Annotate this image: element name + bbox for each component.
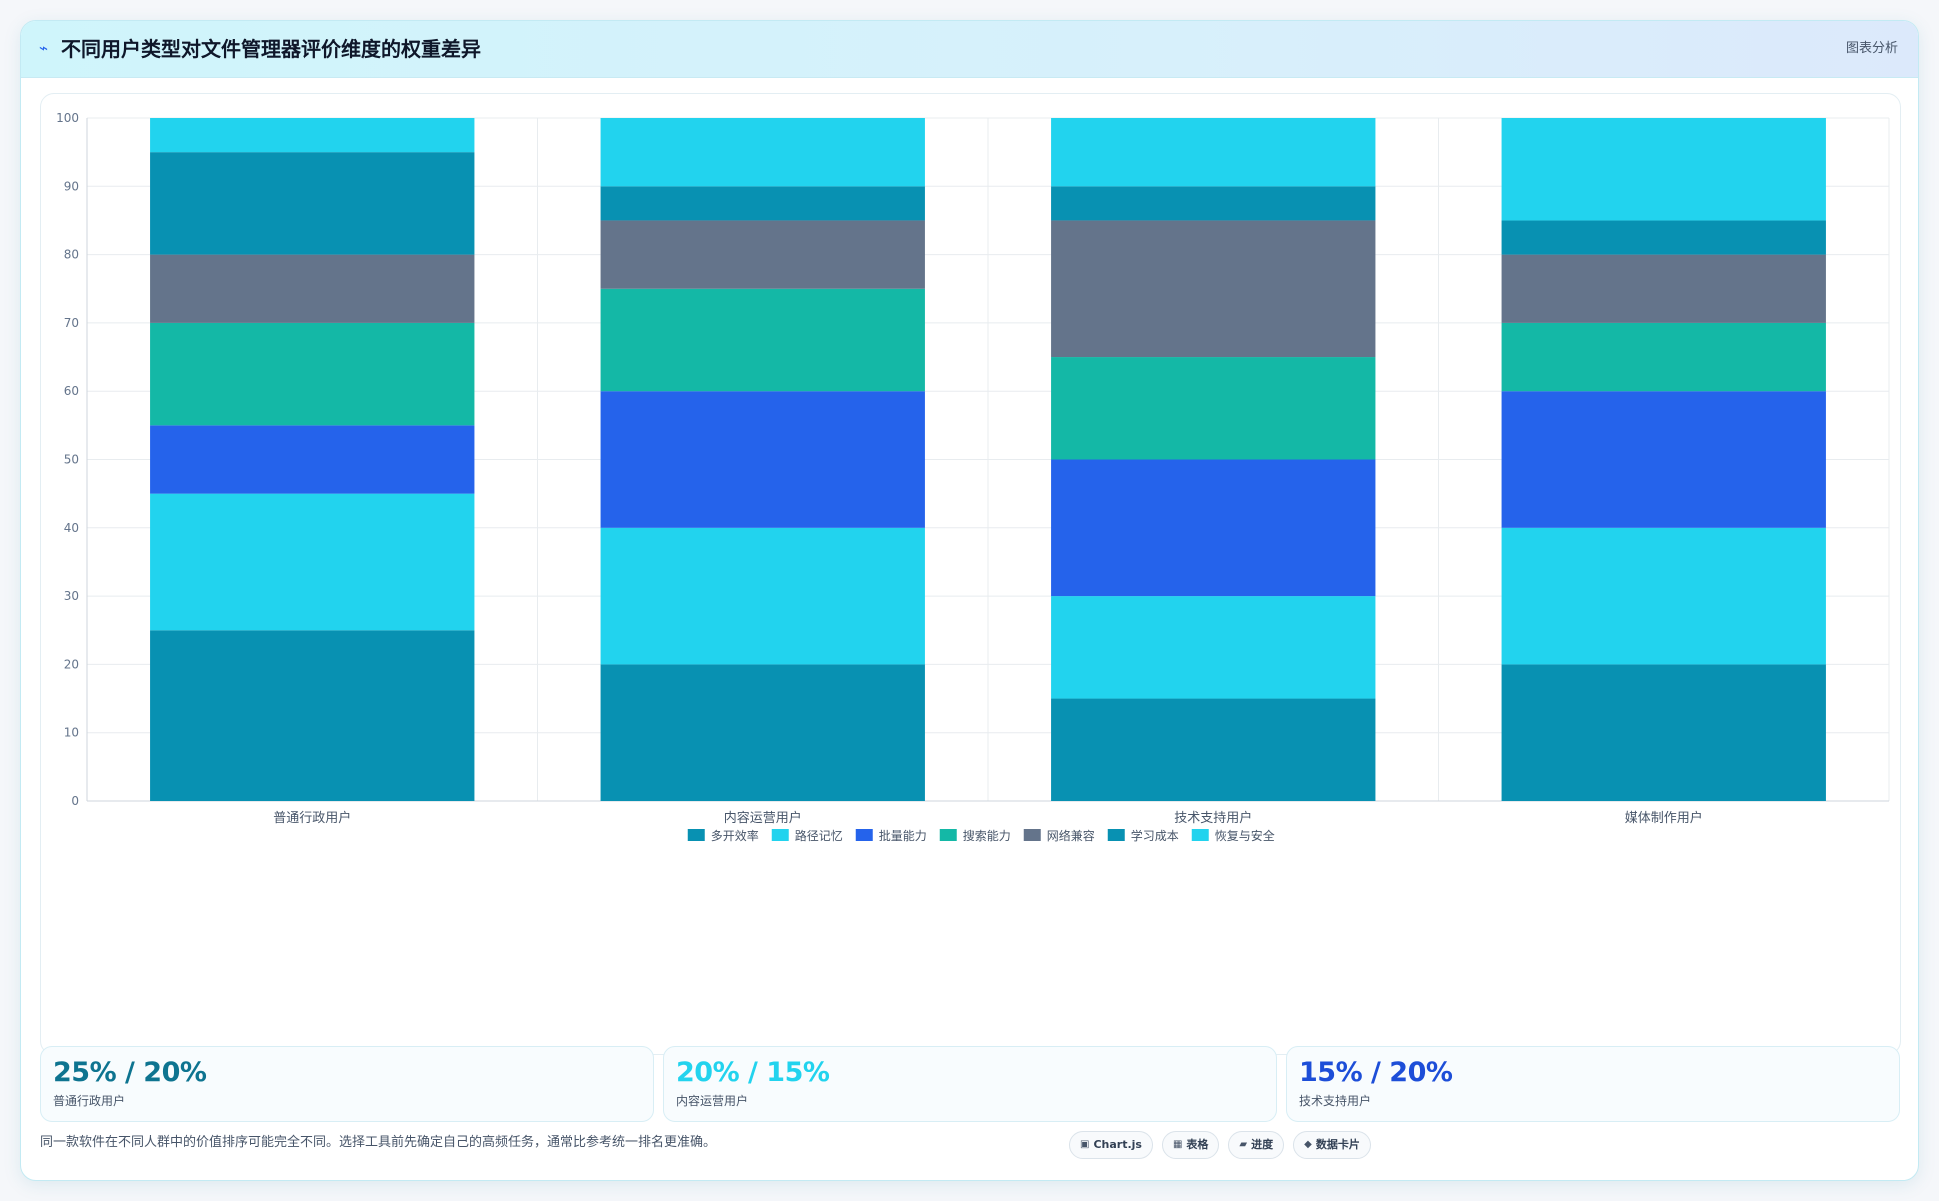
stat-label: 内容运营用户 [676,1094,749,1108]
legend-label: 批量能力 [879,828,927,843]
stacked-bar-chart: 0 10 20 30 40 50 60 70 80 90 100 普通行政用户 内容运营用户 技术支持用户… [56,111,1890,843]
stat-cards: 25% / 20% 普通行政用户 20% / 15% 内容运营用户 15% / … [40,1046,1900,1122]
header-right-label: 图表分析 [1845,41,1898,56]
y-tick-label: 60 [64,384,79,398]
x-tick-label: 技术支持用户 [1174,810,1252,826]
stat-label: 普通行政用户 [53,1094,126,1108]
bar-segment [1051,596,1376,699]
bar-segment [600,288,925,392]
y-tick-label: 70 [64,316,79,330]
chip-label: 数据卡片 [1315,1138,1360,1151]
chart-container: 0 10 20 30 40 50 60 70 80 90 100 普通行政用户 内容运营用户 技术支持用户… [40,93,1901,1055]
chart-card: ⌁ 不同用户类型对文件管理器评价维度的权重差异 图表分析 0 10 20 30 40 50… [20,20,1919,1181]
y-tick-label: 30 [64,589,79,603]
stat-value: 25% / 20% [53,1057,207,1088]
bar-segment [1051,220,1376,358]
stat-card: 20% / 15% 内容运营用户 [663,1046,1277,1122]
bar-segment [150,254,475,323]
bar-segment [1501,220,1826,255]
bar-segment [1501,118,1826,221]
legend-label: 学习成本 [1131,828,1179,843]
legend-swatch [771,829,789,841]
table-icon: ▦ [1172,1139,1183,1150]
legend-swatch [1191,829,1209,841]
bar-segment [1501,391,1826,528]
legend-label: 恢复与安全 [1215,828,1275,843]
bar-segment [600,664,925,801]
bar-segment [1051,118,1376,187]
stat-card: 15% / 20% 技术支持用户 [1286,1046,1900,1122]
y-tick-label: 20 [64,657,79,671]
bar-segment [1051,357,1376,460]
y-tick-label: 40 [64,521,79,535]
chart-line-icon: ⌁ [39,39,49,57]
stat-label: 技术支持用户 [1299,1094,1372,1108]
legend-swatch [1023,829,1041,841]
bar-segment [1051,459,1376,597]
legend-label: 网络兼容 [1047,828,1095,843]
bar-segment [150,493,475,631]
y-tick-label: 100 [56,111,79,125]
legend-swatch [855,829,873,841]
legend-swatch [1107,829,1125,841]
legend-label: 多开效率 [711,828,759,843]
bar-segment [150,425,475,494]
x-tick-label: 内容运营用户 [724,810,802,826]
legend-swatch [687,829,705,841]
bar-segment [1501,254,1826,323]
bar-segment [600,118,925,187]
legend-label: 搜索能力 [963,828,1011,843]
card-header: ⌁ 不同用户类型对文件管理器评价维度的权重差异 图表分析 [21,21,1918,78]
bar-segment [600,391,925,528]
legend-swatch [939,829,957,841]
bar-segment [600,527,925,665]
bar-segment [150,322,475,426]
bar-segment [150,630,475,801]
chip-label: 表格 [1186,1138,1209,1151]
y-tick-label: 10 [64,726,79,740]
chip-chartjs[interactable]: ▣ Chart.js [1069,1131,1153,1159]
y-tick-label: 80 [64,248,79,262]
chart-title: 不同用户类型对文件管理器评价维度的权重差异 [61,37,481,61]
chip-progress[interactable]: ▰ 进度 [1228,1131,1285,1159]
bar-segment [1501,527,1826,665]
bar-segment [1501,664,1826,801]
x-tick-label: 媒体制作用户 [1625,810,1703,826]
stat-value: 20% / 15% [676,1057,830,1088]
stat-card: 25% / 20% 普通行政用户 [40,1046,654,1122]
bar-segment [600,186,925,221]
y-tick-label: 90 [64,179,79,193]
bar-segment [150,118,475,153]
chip-table[interactable]: ▦ 表格 [1161,1131,1220,1159]
progress-icon: ▰ [1239,1139,1248,1150]
y-tick-label: 0 [71,794,79,808]
tech-chips: ▣ Chart.js ▦ 表格 ▰ 进度 ◆ 数据卡片 [1069,1131,1371,1159]
chip-data-card[interactable]: ◆ 数据卡片 [1293,1131,1371,1159]
chip-label: Chart.js [1093,1138,1142,1151]
y-tick-label: 50 [64,453,79,467]
bar-segment [1051,698,1376,801]
stat-value: 15% / 20% [1299,1057,1453,1088]
chart-icon: ▣ [1080,1139,1090,1150]
x-tick-label: 普通行政用户 [273,810,351,826]
chip-label: 进度 [1251,1138,1274,1151]
bar-segment [1051,186,1376,221]
bar-segment [600,220,925,289]
legend-label: 路径记忆 [795,828,843,843]
bar-segment [1501,322,1826,392]
footer-note: 同一款软件在不同人群中的价值排序可能完全不同。选择工具前先确定自己的高频任务，通… [40,1135,717,1150]
diamond-icon: ◆ [1304,1139,1312,1150]
bar-segment [150,152,475,255]
